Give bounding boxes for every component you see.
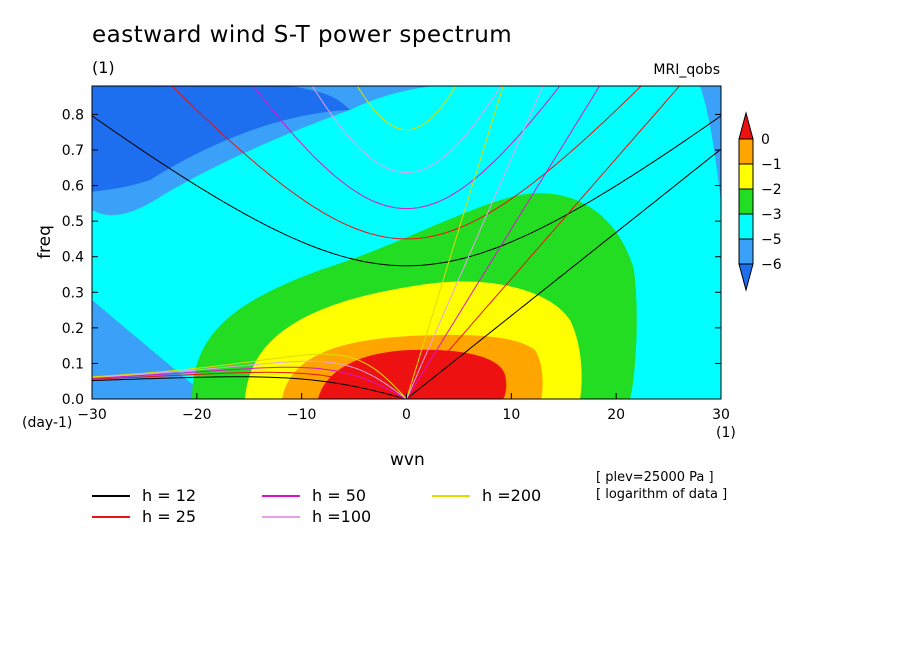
legend-item-h100: h =100 — [262, 507, 371, 526]
chart-subtitle-right: MRI_qobs — [653, 62, 720, 78]
x-tick-label: 30 — [712, 407, 730, 423]
fill-level-blue-corner — [92, 300, 210, 399]
rossby-curve-h50 — [92, 366, 407, 399]
colorbar-top-arrow — [738, 111, 754, 140]
legend-item-h50: h = 50 — [262, 486, 366, 505]
kelvin-curve-h200 — [406, 86, 504, 399]
note-plev: [ plev=25000 Pa ] — [596, 470, 714, 485]
y-tick-label: 0.0 — [62, 392, 84, 408]
colorbar-bottom-arrow — [738, 263, 754, 292]
y-tick-label: 0.5 — [62, 214, 84, 230]
legend-label: h = 25 — [142, 507, 197, 526]
legend-item-h25: h = 25 — [92, 507, 196, 526]
colorbar: 0 −1 −2 −3 −5 −6 — [738, 111, 782, 292]
colorbar-label: −2 — [761, 182, 782, 198]
x-axis-unit: (1) — [716, 425, 736, 441]
colorbar-label: −6 — [761, 257, 782, 273]
colorbar-label: 0 — [761, 132, 770, 148]
kelvin-curve-h25 — [406, 86, 681, 399]
colorbar-band — [738, 163, 754, 190]
ig-curve-h100 — [311, 86, 502, 174]
y-tick-label: 0.1 — [62, 356, 84, 372]
legend-swatch — [92, 494, 130, 497]
colorbar-band — [738, 238, 754, 265]
kelvin-curve-h100 — [406, 86, 544, 399]
x-tick-label: −10 — [287, 407, 317, 423]
legend-swatch — [262, 494, 300, 497]
y-tick-label: 0.2 — [62, 321, 84, 337]
colorbar-label: −3 — [761, 207, 782, 223]
x-tick-label: −20 — [182, 407, 212, 423]
rossby-curve-h12 — [92, 376, 407, 399]
legend-item-h12: h = 12 — [92, 486, 196, 505]
x-tick-label: 10 — [502, 407, 520, 423]
x-tick-label: 20 — [607, 407, 625, 423]
legend-swatch — [92, 515, 130, 518]
contour-fills — [92, 86, 721, 399]
colorbar-label: −5 — [761, 232, 782, 248]
fill-level-red — [318, 349, 507, 399]
colorbar-band — [738, 138, 754, 165]
y-tick-label: 0.4 — [62, 250, 84, 266]
rossby-curve-h25 — [92, 371, 407, 399]
legend-label: h =100 — [312, 507, 372, 526]
y-tick-label: 0.7 — [62, 143, 84, 159]
ig-curve-h25 — [171, 86, 642, 240]
y-tick-label: 0.8 — [62, 107, 84, 123]
legend-label: h =200 — [482, 486, 542, 505]
x-axis-label: wvn — [390, 450, 425, 470]
rossby-curve-h200 — [92, 353, 407, 399]
legend-item-h200: h =200 — [432, 486, 541, 505]
legend-label: h = 12 — [142, 486, 197, 505]
colorbar-label: −1 — [761, 157, 782, 173]
kelvin-curve-h12 — [406, 148, 721, 399]
rossby-curve-h100 — [92, 360, 407, 399]
colorbar-band — [738, 188, 754, 215]
ig-curve-h12 — [92, 115, 721, 267]
y-tick-label: 0.3 — [62, 285, 84, 301]
axes: −30 −20 −10 0 10 20 30 0.0 0.1 0.2 0.3 0.4 0.5 0.6 0.7… — [62, 107, 730, 423]
legend-swatch — [432, 494, 470, 497]
legend-label: h = 50 — [312, 486, 367, 505]
dispersion-curves — [92, 86, 721, 399]
x-tick-label: 0 — [402, 407, 411, 423]
legend-swatch — [262, 515, 300, 518]
chart-title: eastward wind S-T power spectrum — [92, 22, 513, 48]
y-tick-label: 0.6 — [62, 179, 84, 195]
y-axis-unit: (day-1) — [22, 415, 73, 431]
ig-curve-h200 — [356, 86, 457, 131]
note-log: [ logarithm of data ] — [596, 487, 728, 502]
fill-level-darkblue — [92, 86, 350, 192]
kelvin-curve-h50 — [406, 86, 601, 399]
ig-curve-h50 — [252, 86, 561, 210]
chart-subtitle-left: (1) — [92, 58, 115, 77]
colorbar-band — [738, 213, 754, 240]
x-tick-label: −30 — [77, 407, 107, 423]
